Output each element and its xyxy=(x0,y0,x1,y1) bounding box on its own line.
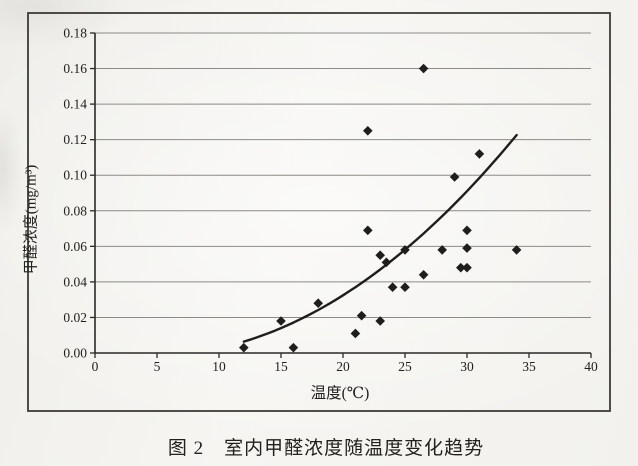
y-tick-label: 0.02 xyxy=(63,310,87,325)
data-point xyxy=(456,262,466,273)
data-point xyxy=(474,149,485,159)
data-point xyxy=(462,225,472,236)
y-tick-label: 0.04 xyxy=(63,274,87,289)
x-tick-label: 30 xyxy=(460,359,474,374)
x-tick-label: 10 xyxy=(212,359,226,374)
data-point xyxy=(363,225,373,236)
y-tick-label: 0.10 xyxy=(63,168,87,183)
data-point xyxy=(381,257,392,268)
data-point xyxy=(462,262,472,273)
x-tick-label: 5 xyxy=(154,359,161,374)
data-point xyxy=(418,269,429,280)
data-point xyxy=(437,245,447,255)
y-tick-label: 0.00 xyxy=(63,346,87,361)
y-tick-label: 0.18 xyxy=(63,26,87,41)
data-point xyxy=(288,342,299,353)
x-tick-label: 20 xyxy=(336,359,350,374)
data-point xyxy=(313,298,323,309)
data-point xyxy=(350,328,361,339)
data-point xyxy=(511,245,522,255)
data-point xyxy=(375,250,385,261)
y-tick-label: 0.12 xyxy=(63,132,87,147)
data-point xyxy=(276,316,286,326)
x-axis-title: 温度(℃) xyxy=(310,385,370,402)
y-tick-label: 0.06 xyxy=(63,239,87,254)
data-point xyxy=(418,63,429,74)
data-point xyxy=(400,282,410,293)
data-point xyxy=(387,282,398,293)
x-tick-label: 0 xyxy=(92,359,99,374)
y-tick-label: 0.14 xyxy=(63,97,87,112)
data-point xyxy=(375,316,385,326)
y-axis-title: 甲醛浓度(mg/m³) xyxy=(23,164,40,275)
trend-curve xyxy=(242,133,518,343)
x-tick-label: 35 xyxy=(522,359,536,374)
data-point xyxy=(462,243,472,253)
figure-caption: 图 2 室内甲醛浓度随温度变化趋势 xyxy=(167,438,485,459)
x-tick-label: 40 xyxy=(584,359,598,374)
data-point xyxy=(239,342,249,353)
y-tick-label: 0.08 xyxy=(63,203,87,218)
x-tick-label: 25 xyxy=(398,359,412,374)
data-point xyxy=(400,245,410,255)
data-point xyxy=(449,172,460,182)
x-tick-label: 15 xyxy=(274,359,288,374)
data-point xyxy=(363,125,373,136)
plot-frame xyxy=(27,12,611,412)
data-point xyxy=(356,310,367,321)
y-tick-label: 0.16 xyxy=(63,61,87,76)
